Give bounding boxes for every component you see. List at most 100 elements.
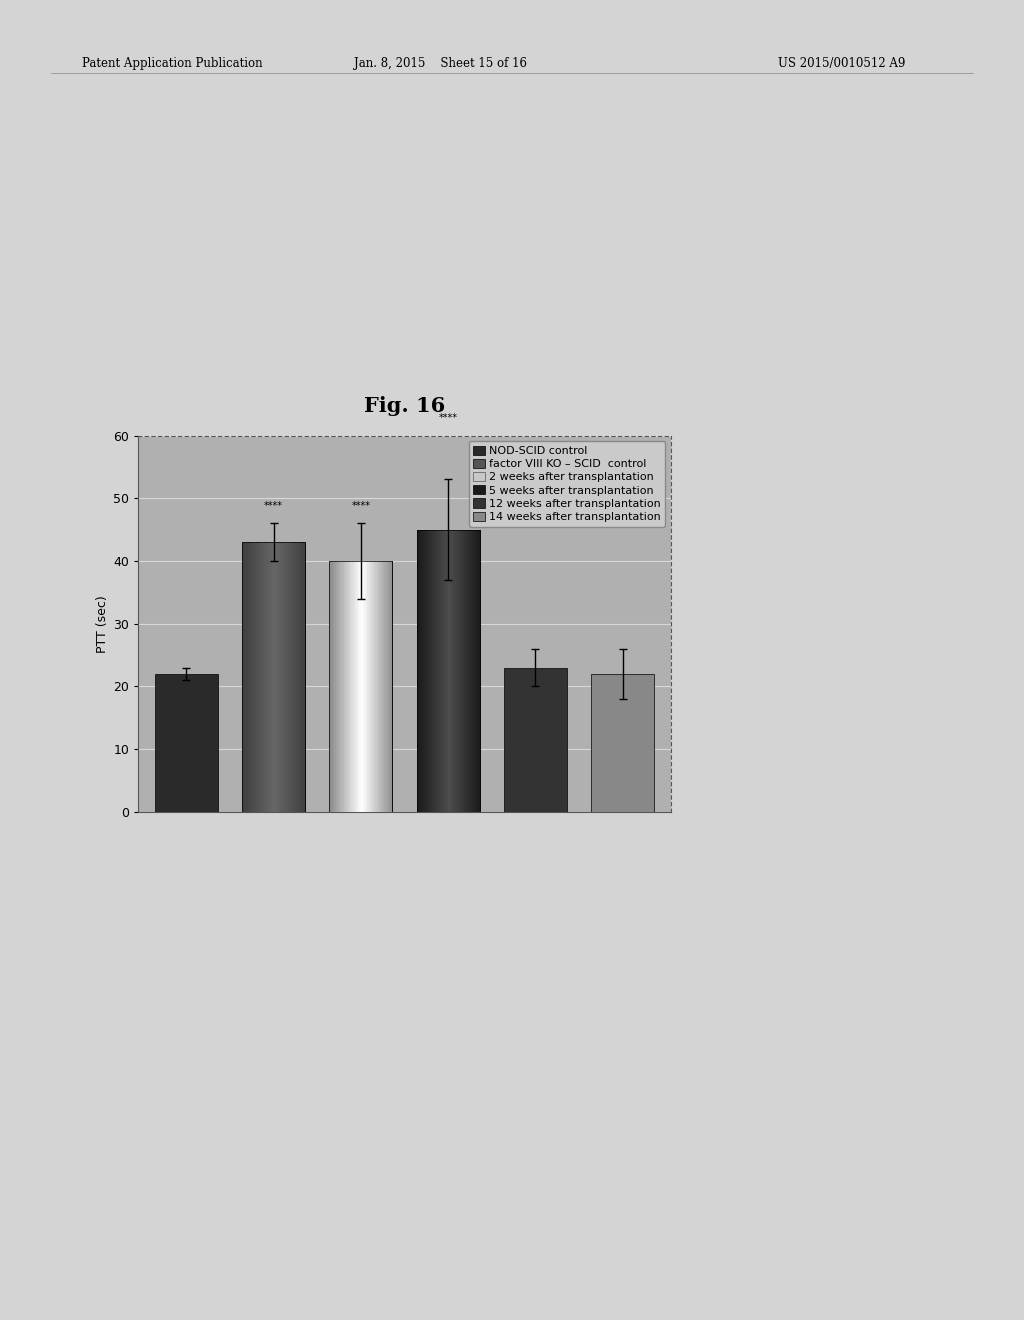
Bar xyxy=(449,529,450,812)
Bar xyxy=(253,543,255,812)
Bar xyxy=(366,561,368,812)
Bar xyxy=(285,543,286,812)
Bar xyxy=(354,561,356,812)
Bar xyxy=(429,529,431,812)
Text: Jan. 8, 2015    Sheet 15 of 16: Jan. 8, 2015 Sheet 15 of 16 xyxy=(354,57,526,70)
Bar xyxy=(462,529,464,812)
Bar xyxy=(279,543,280,812)
Bar xyxy=(291,543,293,812)
Bar xyxy=(387,561,389,812)
Bar xyxy=(380,561,381,812)
Text: Patent Application Publication: Patent Application Publication xyxy=(82,57,262,70)
Y-axis label: PTT (sec): PTT (sec) xyxy=(96,595,109,652)
Bar xyxy=(435,529,437,812)
Bar xyxy=(242,543,305,812)
Bar xyxy=(303,543,305,812)
Bar xyxy=(455,529,456,812)
Bar xyxy=(461,529,462,812)
Bar xyxy=(368,561,369,812)
Bar xyxy=(374,561,375,812)
Bar xyxy=(458,529,459,812)
Bar xyxy=(270,543,272,812)
Bar xyxy=(275,543,276,812)
Bar xyxy=(294,543,296,812)
Bar xyxy=(364,561,366,812)
Bar xyxy=(437,529,438,812)
Bar xyxy=(432,529,434,812)
Bar xyxy=(369,561,371,812)
Bar xyxy=(244,543,246,812)
Bar xyxy=(256,543,258,812)
Bar xyxy=(357,561,359,812)
Bar xyxy=(425,529,426,812)
Bar xyxy=(297,543,299,812)
Bar xyxy=(330,561,392,812)
Bar xyxy=(331,561,333,812)
Bar xyxy=(466,529,467,812)
Bar xyxy=(286,543,288,812)
Bar xyxy=(283,543,285,812)
Bar xyxy=(247,543,249,812)
Bar xyxy=(272,543,273,812)
Bar xyxy=(276,543,279,812)
Bar xyxy=(445,529,446,812)
Bar xyxy=(470,529,472,812)
Bar xyxy=(450,529,452,812)
Bar xyxy=(289,543,291,812)
Bar xyxy=(472,529,473,812)
Text: ****: **** xyxy=(351,500,371,511)
Bar xyxy=(282,543,283,812)
Bar xyxy=(336,561,337,812)
Bar xyxy=(296,543,297,812)
Bar xyxy=(438,529,440,812)
Legend: NOD-SCID control, factor VIII KO – SCID  control, 2 weeks after transplantation,: NOD-SCID control, factor VIII KO – SCID … xyxy=(469,441,666,527)
Bar xyxy=(345,561,347,812)
Bar xyxy=(348,561,350,812)
Bar xyxy=(478,529,479,812)
Bar xyxy=(426,529,428,812)
Bar xyxy=(422,529,423,812)
Bar xyxy=(383,561,384,812)
Bar xyxy=(441,529,443,812)
Bar xyxy=(299,543,300,812)
Bar xyxy=(264,543,265,812)
Bar xyxy=(250,543,252,812)
Bar xyxy=(446,529,449,812)
Bar xyxy=(391,561,392,812)
Bar xyxy=(330,561,331,812)
Bar xyxy=(384,561,386,812)
Bar xyxy=(420,529,422,812)
Bar xyxy=(353,561,354,812)
Bar xyxy=(269,543,270,812)
Bar xyxy=(255,543,256,812)
Bar xyxy=(343,561,345,812)
Bar xyxy=(288,543,289,812)
Bar xyxy=(473,529,475,812)
Bar xyxy=(467,529,469,812)
Bar xyxy=(386,561,387,812)
Bar xyxy=(362,561,364,812)
Bar xyxy=(340,561,342,812)
Bar xyxy=(434,529,435,812)
Bar xyxy=(452,529,453,812)
Bar xyxy=(417,529,418,812)
Bar xyxy=(337,561,339,812)
Bar xyxy=(417,529,479,812)
Text: US 2015/0010512 A9: US 2015/0010512 A9 xyxy=(778,57,905,70)
Bar xyxy=(293,543,294,812)
Bar xyxy=(267,543,269,812)
Bar xyxy=(423,529,425,812)
Bar xyxy=(428,529,429,812)
Bar xyxy=(371,561,372,812)
Bar xyxy=(469,529,470,812)
Bar xyxy=(431,529,432,812)
Bar xyxy=(356,561,357,812)
Bar xyxy=(504,668,567,812)
Bar xyxy=(378,561,380,812)
Bar xyxy=(262,543,264,812)
Bar xyxy=(339,561,340,812)
Bar xyxy=(273,543,275,812)
Bar xyxy=(280,543,282,812)
Bar xyxy=(381,561,383,812)
Bar xyxy=(302,543,303,812)
